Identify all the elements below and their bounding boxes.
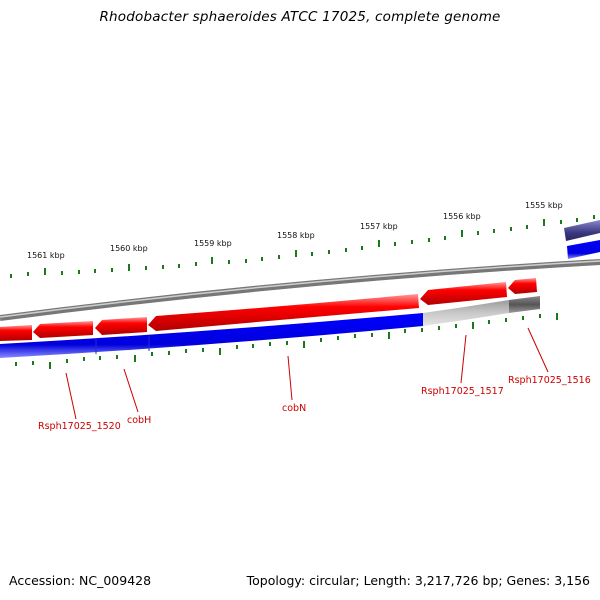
upper-feature-blue — [567, 240, 600, 259]
upper-feature-purple — [564, 220, 600, 241]
gene-label-leaders — [65, 327, 549, 420]
gene-label-cobh: cobH — [127, 415, 151, 426]
gene-arrow-3 — [95, 317, 147, 335]
genome-backbone-highlight — [0, 260, 600, 318]
gene-label-rsph17025-1517: Rsph17025_1517 — [421, 386, 504, 397]
gene-label-rsph17025-1516: Rsph17025_1516 — [508, 375, 591, 386]
gene-arrow-4 — [148, 294, 419, 331]
kbp-label-1556: 1556 kbp — [443, 212, 481, 221]
gene-label-cobn: cobN — [282, 403, 306, 414]
footer-accession: Accession: NC_009428 — [9, 573, 152, 588]
kbp-label-1558: 1558 kbp — [277, 231, 315, 240]
kbp-label-1560: 1560 kbp — [110, 244, 148, 253]
gene-label-rsph17025-1520: Rsph17025_1520 — [38, 421, 121, 432]
kbp-label-1559: 1559 kbp — [194, 239, 232, 248]
kbp-label-1555: 1555 kbp — [525, 201, 563, 210]
gene-rsph17025-1516-shape — [509, 296, 540, 313]
forward-band — [0, 313, 423, 358]
footer-genome-stats: Topology: circular; Length: 3,217,726 bp… — [246, 573, 590, 588]
gene-arrow-1 — [0, 325, 32, 341]
gene-rsph17025-1517-shape — [423, 300, 509, 326]
genome-backbone — [0, 259, 600, 321]
kbp-label-1557: 1557 kbp — [360, 222, 398, 231]
gene-arrow-6 — [508, 278, 537, 294]
gene-arrow-2 — [33, 321, 93, 338]
kbp-label-1561: 1561 kbp — [27, 251, 65, 260]
ruler-upper-ticks — [10, 215, 595, 278]
gene-arrow-5 — [420, 282, 507, 305]
ruler-lower-ticks — [15, 313, 558, 369]
map-title: Rhodobacter sphaeroides ATCC 17025, comp… — [99, 9, 501, 25]
